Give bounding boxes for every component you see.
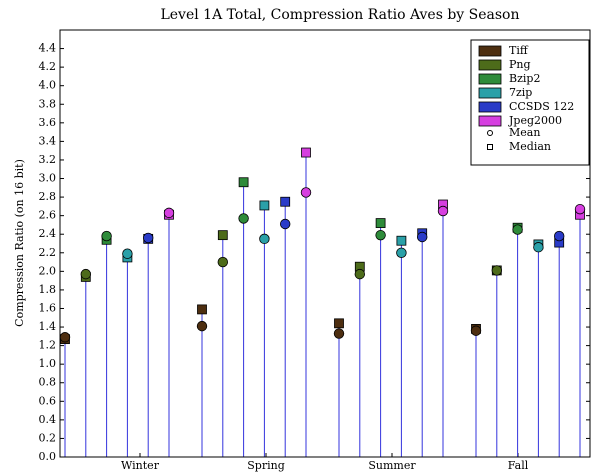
mean-marker xyxy=(554,230,565,242)
median-marker xyxy=(375,218,386,228)
y-tick-label: 1.6 xyxy=(39,301,57,314)
legend-label: Bzip2 xyxy=(509,72,540,85)
mean-marker xyxy=(217,256,229,268)
y-tick-label: 3.4 xyxy=(39,134,57,147)
y-tick-label: 0.2 xyxy=(39,431,57,444)
median-marker xyxy=(301,147,311,158)
mean-marker xyxy=(375,229,386,241)
mean-marker xyxy=(470,325,482,336)
legend-label: 7zip xyxy=(509,86,532,99)
mean-marker xyxy=(354,268,366,280)
legend-swatch xyxy=(478,101,502,113)
legend-label: Jpeg2000 xyxy=(508,114,562,127)
y-tick-label: 2.2 xyxy=(39,246,57,259)
mean-marker xyxy=(437,205,449,217)
y-tick-label: 0.6 xyxy=(39,394,57,407)
mean-marker xyxy=(417,231,428,243)
mean-marker xyxy=(238,213,249,224)
y-tick-label: 2.8 xyxy=(39,190,57,203)
mean-marker xyxy=(142,232,154,244)
x-tick-label: Spring xyxy=(247,459,284,472)
x-tick-label: Winter xyxy=(121,459,160,472)
legend-swatch xyxy=(478,115,502,127)
mean-marker xyxy=(280,218,291,230)
y-axis-label: Compression Ratio (on 16 bit) xyxy=(13,159,26,327)
legend-label: Tiff xyxy=(509,44,529,57)
x-tick-label: Summer xyxy=(368,459,416,472)
mean-marker xyxy=(396,247,407,258)
mean-marker xyxy=(300,187,312,198)
legend-label: CCSDS 122 xyxy=(509,100,574,113)
chart-title: Level 1A Total, Compression Ratio Aves b… xyxy=(160,7,519,23)
y-tick-label: 3.6 xyxy=(39,116,57,129)
mean-marker xyxy=(533,242,544,253)
y-tick-label: 0.8 xyxy=(39,376,57,389)
y-tick-label: 1.2 xyxy=(39,339,57,352)
mean-marker xyxy=(101,230,112,242)
y-tick-label: 2.0 xyxy=(39,264,57,277)
y-tick-label: 2.6 xyxy=(39,209,57,222)
mean-marker xyxy=(491,265,503,276)
median-marker xyxy=(259,200,270,211)
legend-mean-icon xyxy=(487,130,493,136)
y-tick-label: 1.8 xyxy=(39,283,57,296)
legend-swatch xyxy=(478,87,502,99)
y-tick-label: 3.2 xyxy=(39,153,57,166)
legend-swatch xyxy=(478,59,502,71)
plot-frame xyxy=(59,29,591,458)
mean-marker xyxy=(59,332,71,343)
mean-marker xyxy=(259,233,270,245)
y-tick-label: 4.2 xyxy=(39,60,57,73)
y-tick-label: 1.4 xyxy=(39,320,57,333)
median-marker xyxy=(217,230,228,241)
median-marker xyxy=(197,304,207,315)
y-tick-label: 0.0 xyxy=(39,450,57,463)
y-tick-label: 3.8 xyxy=(39,97,57,110)
y-tick-label: 4.4 xyxy=(39,42,57,55)
mean-marker xyxy=(122,248,133,259)
legend-swatch xyxy=(478,73,502,85)
mean-marker xyxy=(163,207,175,219)
legend-label: Median xyxy=(509,140,551,153)
y-tick-label: 3.0 xyxy=(39,172,57,185)
legend-label: Png xyxy=(509,58,531,71)
median-marker xyxy=(280,196,291,207)
mean-marker xyxy=(80,268,92,280)
x-tick-label: Fall xyxy=(508,459,529,472)
legend-swatch xyxy=(478,45,502,57)
legend-label: Mean xyxy=(509,126,540,139)
median-marker xyxy=(238,177,249,188)
y-tick-label: 0.4 xyxy=(39,413,57,426)
mean-marker xyxy=(574,203,586,215)
mean-marker xyxy=(196,320,208,332)
y-tick-label: 4.0 xyxy=(39,79,57,92)
legend-median-icon xyxy=(487,144,493,150)
mean-marker xyxy=(333,328,345,339)
y-tick-label: 2.4 xyxy=(39,227,57,240)
y-tick-label: 1.0 xyxy=(39,357,57,370)
median-marker xyxy=(396,235,407,246)
mean-marker xyxy=(512,224,523,235)
median-marker xyxy=(334,318,344,329)
